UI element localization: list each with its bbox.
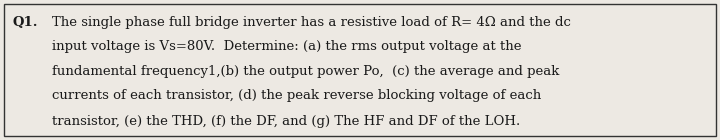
Text: Q1.: Q1.	[13, 16, 38, 29]
Text: transistor, (e) the THD, (f) the DF, and (g) The HF and DF of the LOH.: transistor, (e) the THD, (f) the DF, and…	[52, 115, 520, 128]
Text: fundamental frequency1,(b) the output power Po,  (c) the average and peak: fundamental frequency1,(b) the output po…	[52, 65, 559, 78]
Text: The single phase full bridge inverter has a resistive load of R= 4Ω and the dc: The single phase full bridge inverter ha…	[52, 16, 571, 29]
Text: currents of each transistor, (d) the peak reverse blocking voltage of each: currents of each transistor, (d) the pea…	[52, 89, 541, 102]
Text: input voltage is Vs=80V.  Determine: (a) the rms output voltage at the: input voltage is Vs=80V. Determine: (a) …	[52, 40, 521, 53]
